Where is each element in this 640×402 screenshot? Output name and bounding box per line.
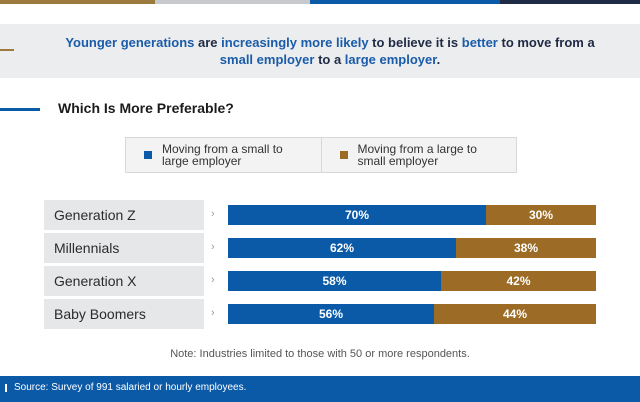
source-text: Source: Survey of 991 salaried or hourly… (14, 382, 247, 393)
strip-segment-light (155, 0, 310, 4)
chevron-right-icon: › (211, 241, 215, 253)
category-label: Millennials (44, 233, 204, 263)
category-label: Generation Z (44, 200, 204, 230)
legend-item-large-to-small: Moving from a large to small employer (320, 138, 517, 172)
headline-part: are (194, 35, 222, 50)
banner-accent-mark (0, 49, 14, 51)
bar-segment (228, 304, 434, 324)
headline-part: to a (314, 52, 345, 67)
top-color-strip (0, 0, 640, 4)
headline-banner: Younger generations are increasingly mor… (0, 24, 640, 78)
legend-label: Moving from a large to small employer (357, 142, 477, 168)
stacked-bar-chart: Generation Z › 70% 30% Millennials › 62% 38% Gen… (0, 200, 640, 335)
headline-part: Younger generations (65, 35, 195, 50)
headline-part: large employer (344, 52, 437, 67)
bar-value-label: 70% (344, 208, 370, 222)
category-label: Baby Boomers (44, 299, 204, 329)
strip-segment-navy (500, 0, 640, 4)
legend-label: Moving from a small to large employer (162, 142, 283, 168)
headline-part: small employer (219, 52, 315, 67)
bar-segment (441, 271, 596, 291)
strip-segment-blue (310, 0, 500, 4)
bar-segment (456, 238, 596, 258)
chevron-right-icon: › (211, 208, 215, 220)
chart-legend: Moving from a small to large employer Mo… (125, 137, 517, 173)
strip-segment-gold (0, 0, 155, 4)
bar-value-label: 30% (528, 208, 554, 222)
headline-part: to move from a (497, 35, 595, 50)
legend-swatch-brown (339, 151, 348, 159)
info-icon (5, 384, 7, 392)
legend-item-small-to-large: Moving from a small to large employer (126, 138, 321, 172)
bar-segment (228, 238, 456, 258)
bar-segment (434, 304, 596, 324)
bar-value-label: 62% (329, 241, 355, 255)
headline-part: . (436, 52, 441, 67)
bar-value-label: 58% (322, 274, 347, 288)
chevron-right-icon: › (211, 307, 215, 319)
bar-segment (228, 271, 441, 291)
bar-value-label: 38% (513, 241, 539, 255)
source-footer: Source: Survey of 991 salaried or hourly… (0, 376, 640, 402)
bar-segment (486, 205, 596, 225)
chevron-right-icon: › (211, 274, 215, 286)
bar-value-label: 56% (318, 307, 344, 321)
headline-part: increasingly more likely (221, 35, 369, 50)
headline-text: Younger generations are increasingly mor… (40, 34, 620, 68)
headline-part: better (461, 35, 498, 50)
chart-note: Note: Industries limited to those with 5… (170, 348, 470, 360)
bar-segment (228, 205, 486, 225)
bar-value-label: 42% (506, 274, 531, 288)
section-title: Which Is More Preferable? (58, 100, 234, 116)
category-label: Generation X (44, 266, 204, 296)
bar-value-label: 44% (502, 307, 528, 321)
headline-part: to believe it is (368, 35, 462, 50)
legend-swatch-blue (144, 151, 152, 159)
section-rule (0, 108, 40, 111)
